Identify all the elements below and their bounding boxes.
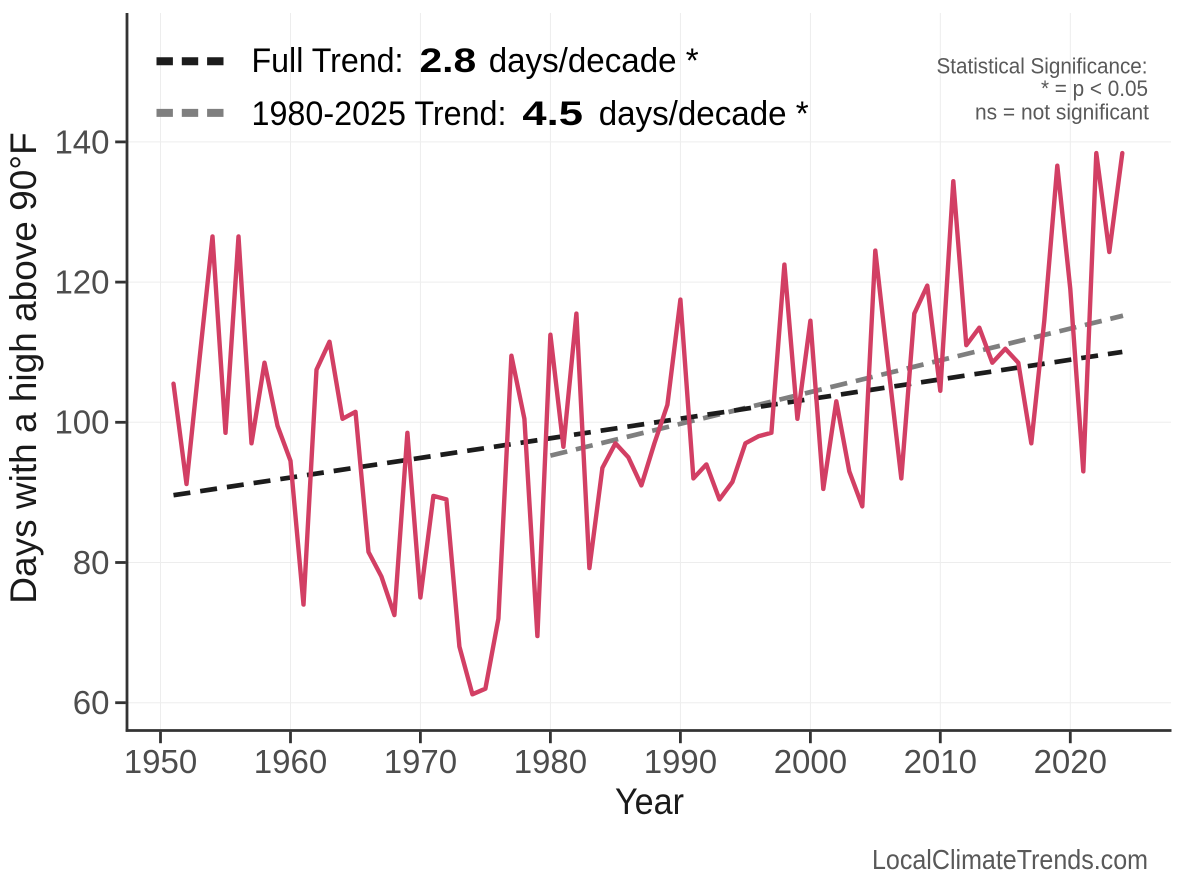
svg-text:Statistical Significance:: Statistical Significance: [937,53,1148,78]
svg-text:1980-2025 Trend:: 1980-2025 Trend: [252,95,507,133]
svg-text:60: 60 [73,684,110,721]
svg-text:120: 120 [54,264,109,301]
svg-text:* = p < 0.05: * = p < 0.05 [1041,76,1148,101]
svg-text:2000: 2000 [774,743,847,780]
svg-text:1980: 1980 [514,743,587,780]
svg-text:140: 140 [54,123,109,160]
svg-text:1950: 1950 [124,743,197,780]
svg-text:Full Trend:: Full Trend: [252,42,404,80]
svg-text:100: 100 [54,404,109,441]
svg-text:1960: 1960 [254,743,327,780]
svg-text:2010: 2010 [904,743,977,780]
svg-text:ns = not significant: ns = not significant [975,100,1149,125]
svg-text:Year: Year [615,781,684,822]
svg-text:days/decade *: days/decade * [489,42,699,80]
svg-text:days/decade *: days/decade * [599,95,809,133]
svg-text:2.8: 2.8 [420,41,477,79]
svg-text:LocalClimateTrends.com: LocalClimateTrends.com [872,844,1148,875]
svg-text:Days with a high above 90°F: Days with a high above 90°F [3,132,44,603]
svg-text:2020: 2020 [1034,743,1107,780]
svg-text:1970: 1970 [384,743,457,780]
svg-text:80: 80 [73,544,110,581]
svg-text:4.5: 4.5 [522,95,582,132]
svg-text:1990: 1990 [644,743,717,780]
